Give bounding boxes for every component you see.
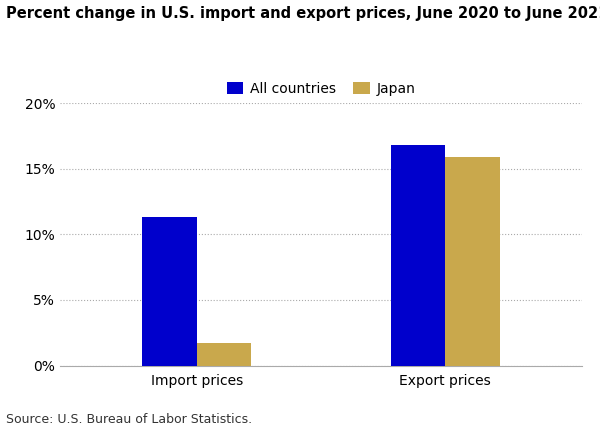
Bar bbox=[142, 217, 197, 366]
Text: Percent change in U.S. import and export prices, June 2020 to June 2021: Percent change in U.S. import and export… bbox=[6, 6, 600, 22]
Text: Source: U.S. Bureau of Labor Statistics.: Source: U.S. Bureau of Labor Statistics. bbox=[6, 413, 252, 426]
Bar bbox=[391, 145, 445, 366]
Bar bbox=[197, 343, 251, 366]
Legend: All countries, Japan: All countries, Japan bbox=[221, 76, 421, 101]
Bar bbox=[445, 157, 500, 366]
